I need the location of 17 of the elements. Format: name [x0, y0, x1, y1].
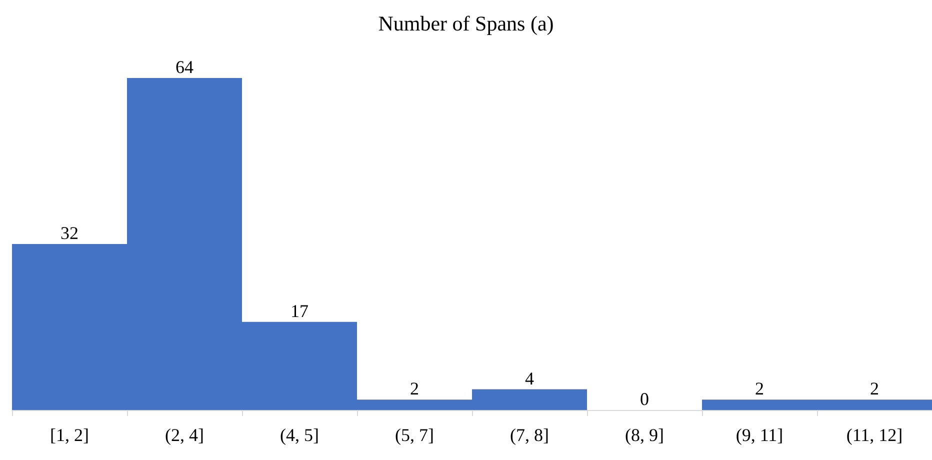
- x-tick-label: (2, 4]: [165, 425, 204, 445]
- x-tick-label: (11, 12]: [846, 425, 903, 445]
- x-tick-label: (9, 11]: [736, 425, 784, 445]
- data-label: 2: [755, 378, 764, 399]
- data-label: 17: [290, 300, 308, 321]
- x-tick-label: (7, 8]: [510, 425, 549, 445]
- data-label: 2: [870, 378, 879, 399]
- x-tick-label: (5, 7]: [395, 425, 434, 445]
- x-tick-label: (4, 5]: [280, 425, 319, 445]
- data-label: 0: [640, 389, 649, 409]
- data-label: 2: [410, 378, 419, 399]
- data-label: 4: [525, 368, 534, 388]
- data-label: 32: [60, 223, 78, 243]
- chart-title: Number of Spans (a): [378, 12, 554, 36]
- x-tick-label: (8, 9]: [625, 425, 664, 445]
- data-label: 64: [176, 57, 194, 77]
- x-tick-label: [1, 2]: [50, 425, 89, 445]
